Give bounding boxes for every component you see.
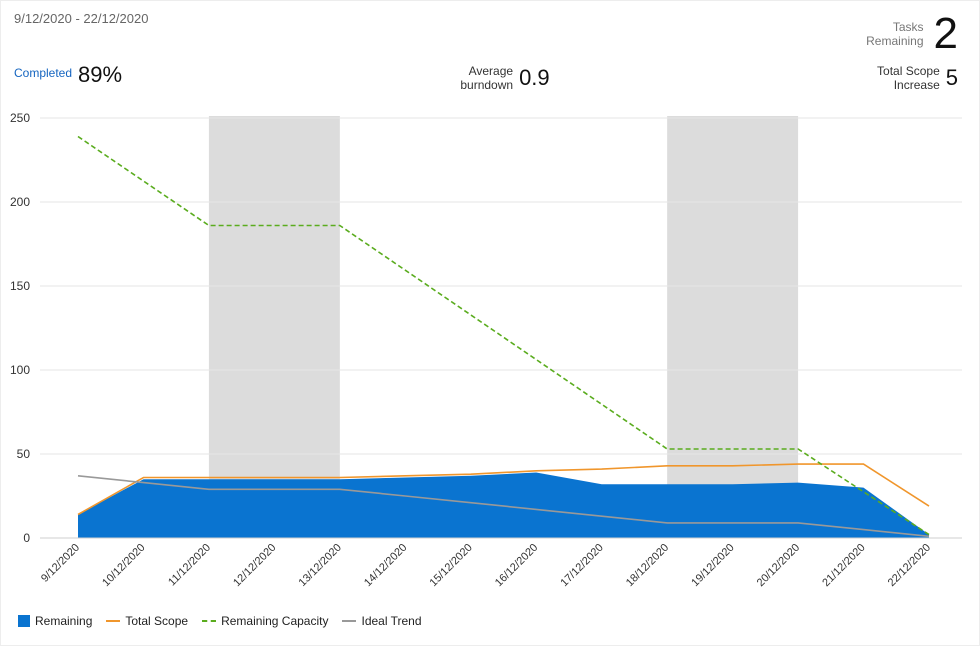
non-working-band-1 bbox=[208, 116, 340, 538]
legend-item-ideal-trend[interactable]: Ideal Trend bbox=[342, 614, 422, 628]
tasks-label-line2: Remaining bbox=[866, 34, 924, 48]
scope-label-line2: Increase bbox=[893, 78, 940, 92]
avg-label-line1: Average bbox=[468, 64, 514, 78]
legend-swatch-remaining-capacity bbox=[202, 620, 217, 622]
x-tick-label: 17/12/2020 bbox=[558, 542, 605, 589]
x-tick-label: 18/12/2020 bbox=[624, 542, 671, 589]
legend-label-total-scope: Total Scope bbox=[125, 614, 189, 628]
y-tick-label: 200 bbox=[10, 195, 30, 209]
tasks-remaining-value: 2 bbox=[933, 9, 958, 58]
legend-label-remaining: Remaining bbox=[35, 614, 93, 628]
x-tick-label: 15/12/2020 bbox=[427, 542, 474, 589]
legend-item-total-scope[interactable]: Total Scope bbox=[106, 614, 188, 628]
average-burndown-value: 0.9 bbox=[519, 65, 550, 90]
avg-label-line2: burndown bbox=[460, 78, 514, 92]
y-tick-label: 100 bbox=[10, 363, 30, 377]
total-scope-increase-value: 5 bbox=[945, 65, 958, 90]
x-tick-label: 20/12/2020 bbox=[755, 542, 802, 589]
x-tick-label: 21/12/2020 bbox=[820, 542, 867, 589]
x-tick-label: 12/12/2020 bbox=[231, 542, 278, 589]
x-tick-label: 10/12/2020 bbox=[100, 542, 147, 589]
total-scope-increase-stat: Total Scope Increase 5 bbox=[877, 64, 958, 92]
total-scope-increase-label: Total Scope Increase bbox=[877, 64, 940, 92]
tasks-label-line1: Tasks bbox=[892, 20, 924, 34]
average-burndown-stat: Average burndown 0.9 bbox=[0, 64, 980, 92]
series-total-scope-line bbox=[77, 463, 930, 516]
y-tick-label: 150 bbox=[10, 279, 30, 293]
completed-label: Completed bbox=[14, 66, 73, 80]
y-tick-label: 50 bbox=[17, 447, 31, 461]
completed-stat: Completed 89% bbox=[14, 62, 122, 88]
x-tick-label: 13/12/2020 bbox=[297, 542, 344, 589]
non-working-band-2 bbox=[667, 116, 799, 538]
x-tick-label: 11/12/2020 bbox=[166, 542, 213, 589]
x-tick-label: 9/12/2020 bbox=[39, 542, 82, 585]
y-tick-label: 250 bbox=[10, 111, 30, 125]
x-tick-label: 22/12/2020 bbox=[886, 542, 933, 589]
tasks-remaining-label: Tasks Remaining bbox=[866, 20, 923, 48]
legend-label-remaining-capacity: Remaining Capacity bbox=[221, 614, 329, 628]
legend-swatch-remaining bbox=[18, 615, 30, 627]
series-ideal-trend-line bbox=[77, 475, 930, 538]
completed-value: 89% bbox=[78, 62, 123, 87]
date-range: 9/12/2020 - 22/12/2020 bbox=[14, 11, 149, 26]
legend-label-ideal-trend: Ideal Trend bbox=[361, 614, 422, 628]
legend-item-remaining-capacity[interactable]: Remaining Capacity bbox=[202, 614, 328, 628]
x-tick-label: 19/12/2020 bbox=[689, 542, 736, 589]
chart-legend: Remaining Total Scope Remaining Capacity… bbox=[18, 614, 436, 628]
x-tick-label: 16/12/2020 bbox=[493, 542, 540, 589]
legend-swatch-total-scope bbox=[106, 620, 121, 622]
y-tick-label: 0 bbox=[23, 531, 30, 545]
legend-swatch-ideal-trend bbox=[342, 620, 357, 622]
legend-item-remaining[interactable]: Remaining bbox=[18, 614, 92, 628]
x-tick-label: 14/12/2020 bbox=[362, 542, 409, 589]
series-remaining-capacity-line bbox=[77, 135, 930, 536]
tasks-remaining-stat: Tasks Remaining 2 bbox=[866, 12, 958, 56]
average-burndown-label: Average burndown bbox=[460, 64, 513, 92]
scope-label-line1: Total Scope bbox=[877, 64, 940, 78]
